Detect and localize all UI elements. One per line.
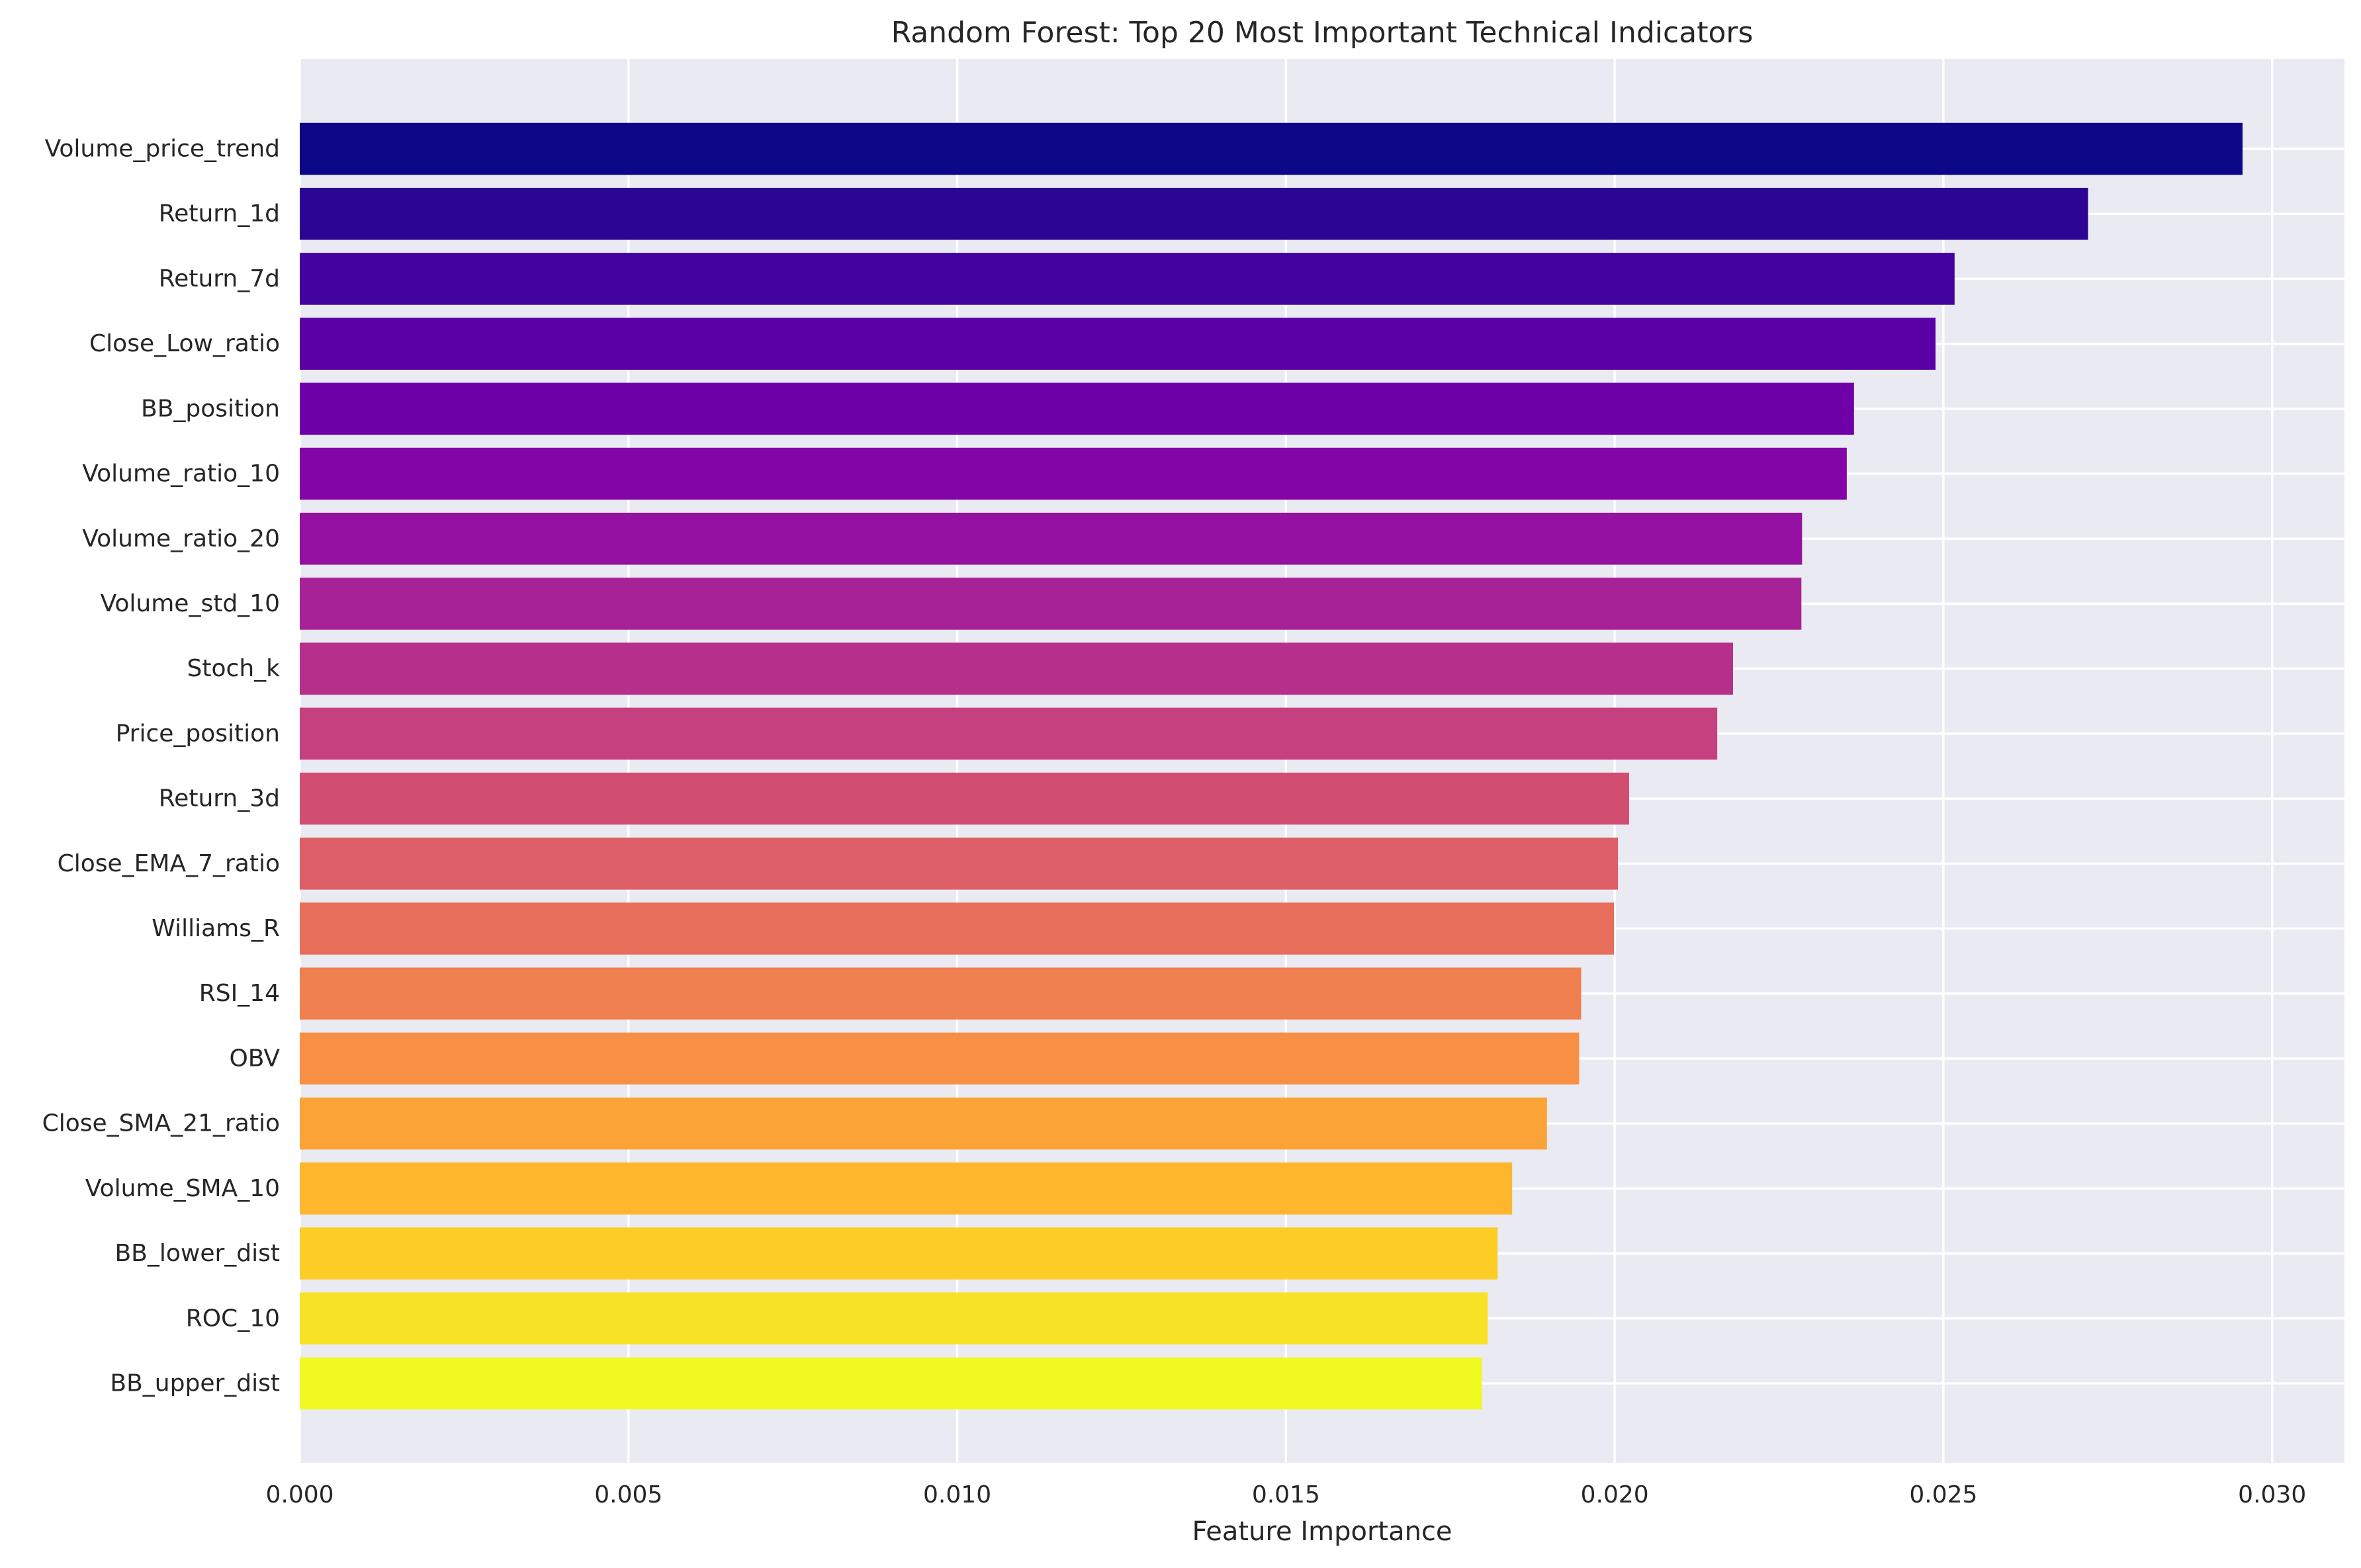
y-tick-label: Volume_ratio_20 — [82, 525, 280, 552]
bar-rsi-14 — [300, 967, 1581, 1020]
bar-volume-std-10 — [300, 578, 1802, 630]
bar-close-low-ratio — [300, 318, 1936, 370]
x-tick-label: 0.025 — [1909, 1481, 1977, 1508]
bar-bb-upper-dist — [300, 1357, 1482, 1410]
y-tick-label: Return_7d — [159, 265, 280, 292]
y-tick-label: Price_position — [116, 720, 280, 747]
y-tick-label: BB_lower_dist — [114, 1240, 280, 1267]
y-axis-labels: Volume_price_trend Return_1d Return_7d Clos… — [42, 136, 281, 1397]
bar-volume-price-trend — [300, 122, 2243, 175]
bar-volume-ratio-20 — [300, 512, 1803, 565]
bar-return-3d — [300, 772, 1629, 825]
y-tick-label: Stoch_k — [187, 655, 281, 682]
y-tick-label: BB_position — [141, 395, 280, 422]
y-tick-label: Close_Low_ratio — [89, 330, 280, 357]
y-tick-label: RSI_14 — [199, 980, 280, 1007]
bar-bb-lower-dist — [300, 1227, 1498, 1280]
bar-bb-position — [300, 382, 1854, 435]
y-tick-label: Close_EMA_7_ratio — [58, 850, 280, 877]
bar-williams-r — [300, 902, 1615, 955]
x-tick-label: 0.010 — [923, 1481, 991, 1508]
bars — [300, 122, 2243, 1410]
bar-roc-10 — [300, 1292, 1488, 1345]
x-axis-labels: 0.000 0.005 0.010 0.015 0.020 0.025 0.030 — [265, 1481, 2306, 1508]
y-tick-label: Volume_price_trend — [45, 136, 280, 163]
bar-close-sma-21-ratio — [300, 1097, 1547, 1150]
x-tick-label: 0.020 — [1581, 1481, 1649, 1508]
bar-price-position — [300, 707, 1718, 760]
y-tick-label: ROC_10 — [186, 1305, 280, 1332]
x-tick-label: 0.000 — [265, 1481, 334, 1508]
y-tick-label: Close_SMA_21_ratio — [42, 1110, 280, 1137]
y-tick-label: Return_3d — [159, 785, 280, 812]
y-tick-label: Williams_R — [152, 915, 280, 942]
bar-return-1d — [300, 187, 2088, 240]
y-tick-label: Volume_ratio_10 — [82, 460, 280, 488]
y-tick-label: BB_upper_dist — [110, 1370, 280, 1397]
x-axis-title: Feature Importance — [1192, 1516, 1452, 1547]
x-tick-label: 0.005 — [594, 1481, 662, 1508]
bar-volume-sma-10 — [300, 1162, 1513, 1215]
y-tick-label: Return_1d — [159, 200, 280, 228]
bar-stoch-k — [300, 642, 1733, 695]
y-tick-label: Volume_SMA_10 — [85, 1175, 280, 1202]
bar-volume-ratio-10 — [300, 447, 1847, 500]
bar-obv — [300, 1032, 1580, 1085]
y-tick-label: OBV — [229, 1045, 280, 1072]
bar-close-ema-7-ratio — [300, 838, 1619, 890]
x-tick-label: 0.015 — [1252, 1481, 1320, 1508]
chart-title: Random Forest: Top 20 Most Important Tec… — [891, 16, 1754, 50]
x-tick-label: 0.030 — [2238, 1481, 2306, 1508]
bar-return-7d — [300, 253, 1955, 305]
y-tick-label: Volume_std_10 — [101, 590, 280, 617]
